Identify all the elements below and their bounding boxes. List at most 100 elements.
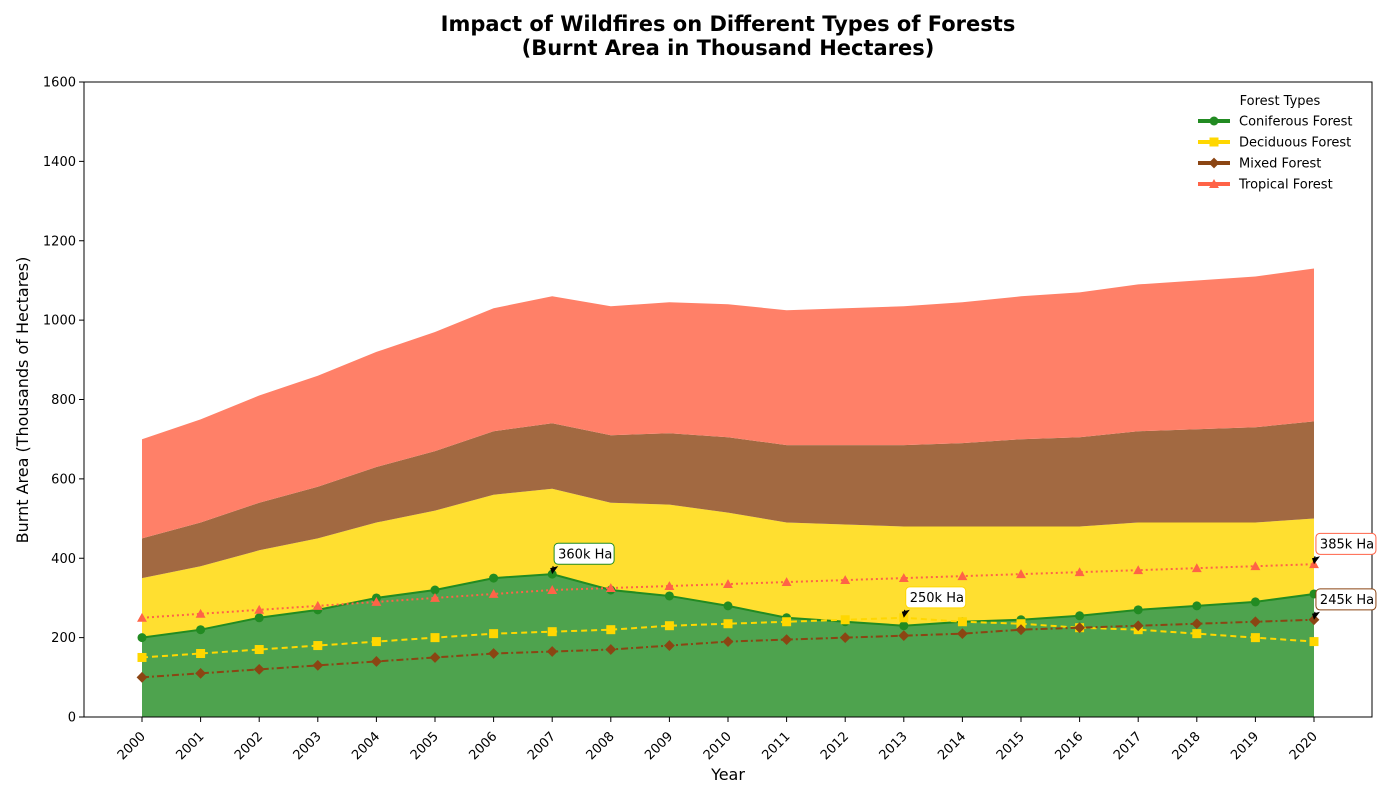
annotation-arrowhead bbox=[1312, 556, 1320, 565]
annotation-label: 385k Ha bbox=[1320, 537, 1374, 552]
y-tick-label: 200 bbox=[51, 631, 76, 646]
legend-item-tropical-forest: Tropical Forest bbox=[1198, 178, 1333, 193]
point-mixed-forest-2007 bbox=[546, 646, 558, 657]
point-deciduous-forest-2002 bbox=[254, 645, 264, 655]
y-tick-label: 800 bbox=[51, 393, 76, 408]
annotation: 245k Ha bbox=[1312, 588, 1377, 620]
chart-subtitle: (Burnt Area in Thousand Hectares) bbox=[522, 36, 935, 60]
point-mixed-forest-2001 bbox=[195, 667, 206, 679]
point-tropical-forest-2016 bbox=[1074, 567, 1085, 577]
point-mixed-forest-2000 bbox=[136, 671, 148, 683]
chart-title: Impact of Wildfires on Different Types o… bbox=[441, 12, 1016, 36]
legend-item-mixed-forest: Mixed Forest bbox=[1198, 157, 1321, 172]
point-tropical-forest-2011 bbox=[781, 577, 792, 587]
point-tropical-forest-2012 bbox=[840, 575, 851, 585]
point-deciduous-forest-2001 bbox=[196, 649, 206, 658]
point-mixed-forest-2004 bbox=[371, 656, 382, 667]
point-deciduous-forest-2007 bbox=[547, 627, 557, 637]
point-tropical-forest-2006 bbox=[488, 589, 499, 598]
area-mixed-forest bbox=[142, 421, 1314, 579]
legend-label: Coniferous Forest bbox=[1239, 115, 1353, 130]
point-coniferous-forest-2010 bbox=[723, 601, 733, 611]
point-mixed-forest-2014 bbox=[957, 628, 968, 640]
area-tropical-forest bbox=[142, 268, 1314, 539]
point-tropical-forest-2014 bbox=[957, 571, 968, 581]
point-tropical-forest-2008 bbox=[605, 583, 616, 592]
point-tropical-forest-2003 bbox=[312, 600, 323, 610]
annotation-box bbox=[1315, 532, 1377, 555]
point-tropical-forest-2018 bbox=[1191, 563, 1202, 573]
point-tropical-forest-2001 bbox=[195, 608, 206, 618]
point-coniferous-forest-2005 bbox=[430, 585, 440, 595]
point-coniferous-forest-2019 bbox=[1250, 597, 1260, 607]
point-mixed-forest-2015 bbox=[1015, 624, 1027, 636]
annotation: 360k Ha bbox=[550, 542, 615, 575]
point-deciduous-forest-2005 bbox=[430, 633, 440, 643]
point-mixed-forest-2019 bbox=[1250, 616, 1261, 628]
point-tropical-forest-2004 bbox=[371, 596, 382, 606]
legend-item-deciduous-forest: Deciduous Forest bbox=[1198, 136, 1351, 151]
annotations: 360k Ha 250k Ha 245k Ha 385k Ha bbox=[550, 532, 1377, 620]
series-lines bbox=[136, 559, 1320, 683]
point-deciduous-forest-2014 bbox=[957, 617, 967, 627]
point-coniferous-forest-2006 bbox=[489, 573, 499, 583]
y-tick-label: 600 bbox=[51, 472, 76, 487]
point-deciduous-forest-2010 bbox=[723, 619, 733, 629]
point-mixed-forest-2011 bbox=[781, 634, 792, 646]
point-deciduous-forest-2011 bbox=[782, 617, 792, 627]
point-tropical-forest-2002 bbox=[254, 604, 265, 614]
point-deciduous-forest-2009 bbox=[664, 621, 674, 631]
point-mixed-forest-2016 bbox=[1074, 622, 1085, 634]
point-mixed-forest-2017 bbox=[1132, 620, 1144, 632]
point-deciduous-forest-2018 bbox=[1192, 629, 1202, 639]
annotation-arrowhead bbox=[901, 609, 910, 618]
point-tropical-forest-2007 bbox=[547, 585, 558, 594]
annotation-arrowhead bbox=[550, 566, 559, 575]
point-tropical-forest-2000 bbox=[137, 612, 147, 622]
point-tropical-forest-2010 bbox=[723, 579, 733, 589]
point-coniferous-forest-2009 bbox=[664, 591, 674, 601]
point-deciduous-forest-2012 bbox=[840, 615, 850, 625]
annotation-label: 250k Ha bbox=[910, 591, 964, 606]
point-deciduous-forest-2003 bbox=[313, 641, 323, 651]
area-deciduous-forest bbox=[142, 488, 1314, 638]
y-axis: 0 200 400 600 800 1000 1200 1400 1600 bbox=[43, 76, 84, 726]
point-deciduous-forest-2006 bbox=[489, 629, 499, 639]
y-axis-label: Burnt Area (Thousands of Hectares) bbox=[13, 257, 32, 544]
legend-swatch-marker bbox=[1209, 179, 1219, 188]
y-tick-label: 400 bbox=[51, 552, 76, 567]
annotation-box bbox=[553, 542, 615, 565]
series-mixed-forest bbox=[136, 614, 1320, 683]
point-deciduous-forest-2015 bbox=[1016, 619, 1026, 629]
point-tropical-forest-2017 bbox=[1133, 565, 1144, 575]
point-deciduous-forest-2008 bbox=[606, 625, 616, 635]
legend-label: Tropical Forest bbox=[1238, 178, 1333, 193]
point-coniferous-forest-2013 bbox=[899, 621, 909, 631]
legend-title: Forest Types bbox=[1240, 94, 1321, 109]
y-tick-label: 1600 bbox=[43, 76, 76, 91]
point-deciduous-forest-2000 bbox=[137, 652, 147, 662]
line-deciduous-forest bbox=[141, 616, 1315, 659]
y-tick-label: 1200 bbox=[43, 234, 76, 249]
legend-item-coniferous-forest: Coniferous Forest bbox=[1198, 115, 1353, 130]
point-mixed-forest-2003 bbox=[312, 660, 324, 671]
annotation: 250k Ha bbox=[901, 586, 967, 618]
legend-swatch-marker bbox=[1209, 116, 1219, 126]
point-coniferous-forest-2001 bbox=[196, 625, 206, 635]
point-mixed-forest-2010 bbox=[722, 636, 734, 647]
x-axis-label: Year bbox=[710, 765, 745, 784]
point-mixed-forest-2005 bbox=[429, 652, 441, 663]
point-mixed-forest-2018 bbox=[1191, 618, 1203, 630]
legend: Forest Types Coniferous Forest Deciduous … bbox=[1198, 94, 1353, 193]
point-mixed-forest-2009 bbox=[664, 640, 675, 651]
y-tick-label: 1400 bbox=[43, 155, 76, 170]
point-mixed-forest-2012 bbox=[839, 632, 851, 644]
point-deciduous-forest-2019 bbox=[1250, 633, 1260, 643]
point-tropical-forest-2005 bbox=[430, 592, 440, 602]
y-tick-label: 0 bbox=[68, 711, 76, 726]
annotation-label: 360k Ha bbox=[558, 547, 612, 562]
point-deciduous-forest-2020 bbox=[1309, 637, 1319, 647]
point-mixed-forest-2002 bbox=[253, 663, 265, 675]
point-deciduous-forest-2004 bbox=[371, 637, 381, 647]
